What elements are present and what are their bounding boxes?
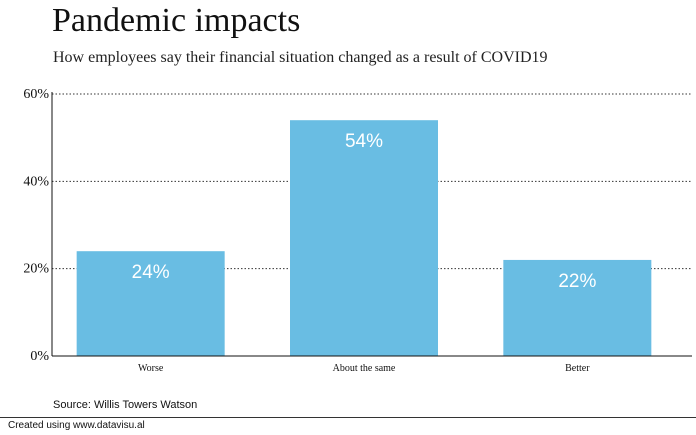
x-category-label: Better [565,363,590,374]
chart-title: Pandemic impacts [52,2,301,39]
y-tick-label: 60% [23,87,49,102]
source-note: Source: Willis Towers Watson [53,399,198,411]
bar-about-the-same [290,120,438,356]
bar-worse [76,251,225,356]
chart-subtitle: How employees say their financial situat… [53,49,548,66]
bar-better [503,259,652,356]
y-tick-label: 20% [23,262,49,277]
footer-credit: Created using www.datavisu.al [8,420,145,431]
axes: 0% 20% 40% 60% Worse About the same Better [23,87,692,374]
y-tick-label: 40% [23,174,49,189]
data-label: 22% [558,271,596,292]
data-label: 24% [132,262,170,283]
footer-divider [0,417,696,418]
y-tick-label: 0% [30,349,49,364]
x-category-label: Worse [138,363,164,374]
x-category-label: About the same [333,363,396,374]
bars: 24% 54% 22% [76,120,652,356]
bar-chart: 24% 54% 22% 0% 20% 40% 60% Worse About the same… [23,87,692,374]
data-label: 54% [345,131,383,152]
